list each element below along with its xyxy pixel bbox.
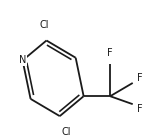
Text: F: F — [137, 104, 142, 115]
Text: N: N — [19, 55, 26, 65]
Text: F: F — [107, 48, 113, 58]
Text: Cl: Cl — [62, 127, 71, 137]
Text: Cl: Cl — [39, 20, 49, 30]
Text: F: F — [137, 73, 142, 83]
